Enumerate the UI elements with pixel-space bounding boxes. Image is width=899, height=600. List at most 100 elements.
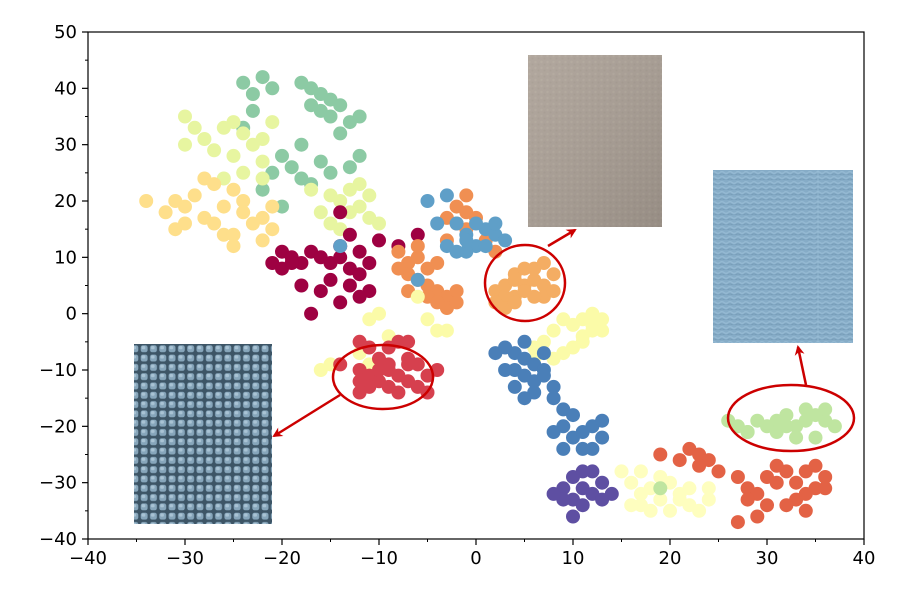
scatter-point <box>575 464 590 479</box>
scatter-point <box>333 194 348 208</box>
scatter-point <box>614 464 629 479</box>
scatter-point <box>779 408 794 423</box>
scatter-point <box>808 458 823 473</box>
scatter-point <box>245 216 260 231</box>
arrow-to-grid-knit-texture <box>272 393 341 438</box>
scatter-point <box>333 98 348 113</box>
scatter-point <box>342 278 357 293</box>
scatter-point <box>207 216 222 231</box>
scatter-point <box>226 115 241 130</box>
scatter-point <box>420 312 435 327</box>
scatter-point <box>255 132 270 146</box>
scatter-point <box>352 177 367 192</box>
arrow-to-blue-woven-texture <box>794 345 808 386</box>
y-tick-label: 10 <box>54 247 77 268</box>
scatter-point <box>595 475 610 490</box>
y-tick-label: 20 <box>54 191 77 212</box>
scatter-point <box>517 334 532 349</box>
scatter-point <box>352 289 367 304</box>
scatter-point <box>255 154 270 169</box>
scatter-point <box>498 233 513 248</box>
scatter-point <box>546 486 561 501</box>
x-tick-label: −40 <box>69 548 107 569</box>
blue-woven-texture-image <box>713 170 853 343</box>
scatter-point <box>701 481 716 496</box>
scatter-point <box>430 256 445 270</box>
x-tick-label: −10 <box>360 548 398 569</box>
x-tick-label: 40 <box>853 548 876 569</box>
scatter-point <box>585 441 600 456</box>
scatter-point <box>372 216 386 231</box>
scatter-point <box>449 244 464 259</box>
scatter-point <box>265 115 280 130</box>
scatter-point <box>527 289 542 304</box>
scatter-point <box>459 244 474 259</box>
scatter-point <box>362 256 377 270</box>
scatter-point <box>255 171 270 186</box>
scatter-point <box>430 216 445 231</box>
scatter-point <box>730 515 745 530</box>
x-axis-ticks: −40 −30 −20 −10 0 10 20 30 40 <box>69 539 875 569</box>
scatter-point <box>187 188 202 203</box>
scatter-point <box>769 475 784 490</box>
scatter-point <box>818 402 833 417</box>
scatter-point <box>362 312 377 327</box>
scatter-point <box>672 492 687 507</box>
scatter-point <box>362 188 377 203</box>
scatter-point <box>730 470 745 484</box>
scatter-point <box>692 503 707 518</box>
scatter-point <box>789 475 804 490</box>
scatter-point <box>342 160 357 175</box>
scatter-point <box>566 509 580 524</box>
scatter-point <box>304 306 319 321</box>
scatter-point <box>643 503 658 518</box>
scatter-point <box>197 132 212 146</box>
scatter-point <box>304 182 319 197</box>
scatter-point <box>507 363 522 377</box>
scatter-point <box>653 470 668 484</box>
scatter-point <box>294 137 309 152</box>
scatter-point <box>760 419 774 434</box>
scatter-point <box>585 323 600 338</box>
scatter-point <box>633 464 648 479</box>
scatter-point <box>488 346 503 361</box>
scatter-point <box>798 486 813 501</box>
x-tick-label: −30 <box>166 548 204 569</box>
scatter-point <box>556 441 571 456</box>
y-tick-label: −10 <box>39 360 77 381</box>
scatter-point <box>391 261 406 276</box>
scatter-point <box>207 177 222 192</box>
x-tick-label: 20 <box>659 548 682 569</box>
y-tick-label: 50 <box>54 22 77 43</box>
scatter-point <box>546 425 561 439</box>
scatter-point <box>536 256 551 270</box>
scatter-point <box>818 481 833 496</box>
scatter-point <box>265 81 280 96</box>
y-axis-ticks: −40 −30 −20 −10 0 10 20 30 40 50 <box>39 22 88 550</box>
scatter-point <box>255 70 270 85</box>
scatter-point <box>546 391 561 406</box>
scatter-point <box>178 109 192 124</box>
scatter-point <box>750 509 765 524</box>
scatter-point <box>459 233 474 248</box>
scatter-point <box>798 402 813 417</box>
scatter-point <box>245 103 260 118</box>
scatter-point <box>449 216 464 231</box>
scatter-point <box>216 199 231 214</box>
scatter-point <box>352 148 367 163</box>
scatter-point <box>236 205 251 220</box>
scatter-point <box>236 75 251 90</box>
scatter-point <box>333 239 348 254</box>
scatter-point <box>779 498 794 513</box>
scatter-point <box>585 464 600 479</box>
scatter-point <box>313 363 328 377</box>
scatter-point <box>372 233 386 248</box>
scatter-point <box>284 160 299 175</box>
scatter-point <box>333 205 348 220</box>
scatter-point <box>372 363 386 377</box>
scatter-point <box>740 425 755 439</box>
scatter-point <box>653 492 668 507</box>
scatter-point <box>236 194 251 208</box>
scatter-point <box>304 98 319 113</box>
